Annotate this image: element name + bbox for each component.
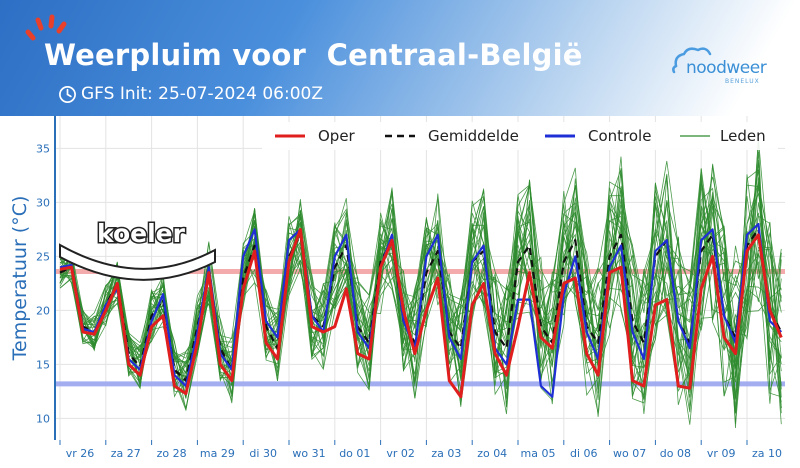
x-tick-label: za 27 — [111, 447, 141, 460]
x-tick-label: vr 09 — [707, 447, 736, 460]
x-tick-label: di 30 — [249, 447, 277, 460]
annotation-text: koeler — [97, 219, 186, 248]
ensemble-member-line — [59, 201, 782, 409]
init-label: GFS Init: 25-07-2024 06:00Z — [58, 84, 323, 104]
ensemble-member-line — [59, 167, 782, 404]
legend-label-mean: Gemiddelde — [428, 127, 519, 145]
clock-icon — [59, 85, 76, 103]
logo-name: noodweer — [686, 58, 767, 78]
x-tick-label: ma 29 — [200, 447, 235, 460]
y-tick-label: 10 — [36, 412, 50, 425]
page-title: Weerpluim voor Centraal-België — [44, 38, 583, 72]
series-lines — [59, 222, 783, 399]
annotation-bracket — [59, 243, 216, 281]
x-tick-label: vr 26 — [66, 447, 95, 460]
legend: Oper Gemiddelde Controle Leden — [262, 122, 778, 150]
ensemble-member-line — [59, 169, 782, 396]
y-tick-label: 25 — [36, 250, 50, 263]
x-tick-label: za 03 — [431, 447, 461, 460]
x-tick-label: zo 04 — [477, 447, 507, 460]
y-tick-label: 30 — [36, 196, 50, 209]
x-tick-label: za 10 — [752, 447, 782, 460]
x-tick-label: vr 02 — [386, 447, 415, 460]
annotation-koeler: koeler — [59, 218, 216, 281]
y-axis-label: Temperatuur (°C) — [9, 196, 31, 362]
series-line-control — [59, 222, 783, 398]
sun-logo-icon — [25, 14, 67, 41]
init-text: GFS Init: 25-07-2024 06:00Z — [81, 84, 323, 104]
header-banner — [0, 0, 800, 116]
y-ticks: 10 15 20 25 30 35 — [36, 142, 50, 425]
x-tick-label: ma 05 — [521, 447, 556, 460]
x-tick-label: do 01 — [339, 447, 370, 460]
ensemble-member-line — [59, 160, 782, 413]
x-tick-label: zo 28 — [157, 447, 187, 460]
x-ticks: vr 26 za 27 zo 28 ma 29 di 30 wo 31 do 01 vr 02… — [59, 440, 782, 460]
logo-subtitle: BENELUX — [725, 78, 760, 85]
legend-label-control: Controle — [588, 127, 651, 145]
y-tick-label: 15 — [36, 358, 50, 371]
x-tick-label: wo 07 — [613, 447, 646, 460]
y-tick-label: 20 — [36, 304, 50, 317]
noodweer-cloud-logo-icon — [672, 47, 712, 74]
x-tick-label: di 06 — [570, 447, 598, 460]
legend-label-members: Leden — [720, 127, 766, 145]
series-line-oper — [59, 227, 783, 399]
x-tick-label: wo 31 — [292, 447, 325, 460]
ensemble-member-line — [59, 169, 782, 425]
y-tick-label: 35 — [36, 142, 50, 155]
x-tick-label: do 08 — [660, 447, 691, 460]
legend-label-oper: Oper — [318, 127, 356, 145]
